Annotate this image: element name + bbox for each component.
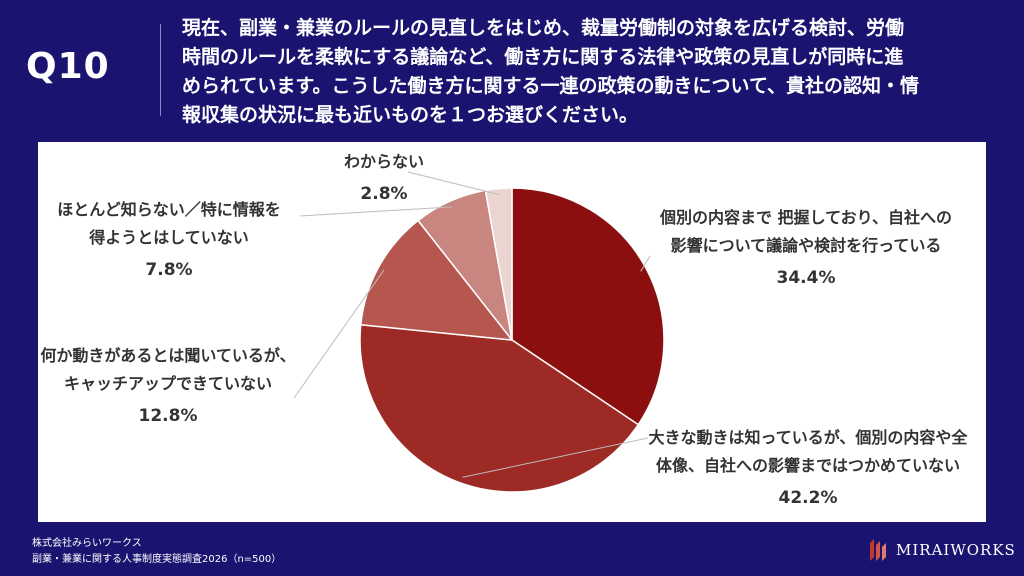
slice-label-line: 影響について議論や検討を行っている — [670, 236, 942, 255]
footer-survey: 副業・兼業に関する人事制度実態調査2026（n=500） — [32, 554, 282, 565]
footer-company: 株式会社みらいワークス — [32, 538, 142, 549]
slice-percent: 2.8% — [360, 184, 408, 204]
header-divider — [160, 24, 161, 116]
slice-percent: 42.2% — [778, 488, 838, 508]
pie-slice-4 — [484, 187, 513, 341]
chart-panel: 個別の内容まで 把握しており、自社への 影響について議論や検討を行っている 34… — [38, 142, 986, 522]
leader-line-3 — [299, 206, 453, 217]
question-header: Q10 現在、副業・兼業のルールの見直しをはじめ、裁量労働制の対象を広げる検討、… — [0, 0, 1024, 138]
leader-line-2 — [293, 269, 385, 399]
slice-label-line: 体像、自社への影響まではつかめていない — [655, 456, 960, 475]
question-id: Q10 — [26, 46, 110, 87]
miraiworks-logo-icon — [870, 539, 886, 561]
slice-label-line: 得ようとはしていない — [89, 228, 249, 247]
question-text: 現在、副業・兼業のルールの見直しをはじめ、裁量労働制の対象を広げる検討、労働 時… — [182, 14, 1002, 130]
slice-label-line: 何か動きがあるとは聞いているが、 — [40, 346, 296, 365]
slice-label-line: キャッチアップできていない — [63, 374, 272, 393]
slice-label-line: 大きな動きは知っているが、個別の内容や全 — [648, 428, 968, 447]
question-line: 現在、副業・兼業のルールの見直しをはじめ、裁量労働制の対象を広げる検討、労働 — [182, 17, 905, 39]
slice-label-3: ほとんど知らない／特に情報を 得ようとはしていない 7.8% — [38, 196, 300, 284]
slice-percent: 12.8% — [138, 406, 198, 426]
slice-percent: 7.8% — [145, 260, 193, 280]
logo: MIRAIWORKS — [868, 536, 1016, 564]
question-line: められています。こうした働き方に関する一連の政策の動きについて、貴社の認知・情 — [182, 75, 920, 97]
footer-source: 株式会社みらいワークス 副業・兼業に関する人事制度実態調査2026（n=500） — [32, 536, 281, 568]
question-line: 時間のルールを柔軟にする議論など、働き方に関する法律や政策の見直しが同時に進 — [182, 46, 904, 68]
leader-line-1 — [462, 437, 649, 478]
slice-label-2: 何か動きがあるとは聞いているが、 キャッチアップできていない 12.8% — [38, 342, 298, 430]
pie-slice-0 — [511, 187, 665, 426]
logo-text: MIRAIWORKS — [896, 541, 1016, 559]
slice-label-line: 個別の内容まで 把握しており、自社への — [660, 208, 952, 227]
question-line: 報収集の状況に最も近いものを１つお選びください。 — [182, 104, 639, 126]
slice-label-0: 個別の内容まで 把握しており、自社への 影響について議論や検討を行っている 34… — [646, 204, 966, 292]
pie-slice-1 — [359, 323, 640, 493]
slice-percent: 34.4% — [776, 268, 836, 288]
leader-line-0 — [640, 255, 651, 272]
slice-label-1: 大きな動きは知っているが、個別の内容や全 体像、自社への影響まではつかめていない… — [643, 424, 973, 512]
leader-line-4 — [407, 171, 500, 196]
pie-slice-2 — [359, 219, 514, 341]
slice-label-line: ほとんど知らない／特に情報を — [57, 200, 281, 219]
slice-label-line: わからない — [343, 152, 424, 171]
pie-chart — [293, 171, 665, 493]
slice-label-4: わからない 2.8% — [334, 148, 434, 208]
